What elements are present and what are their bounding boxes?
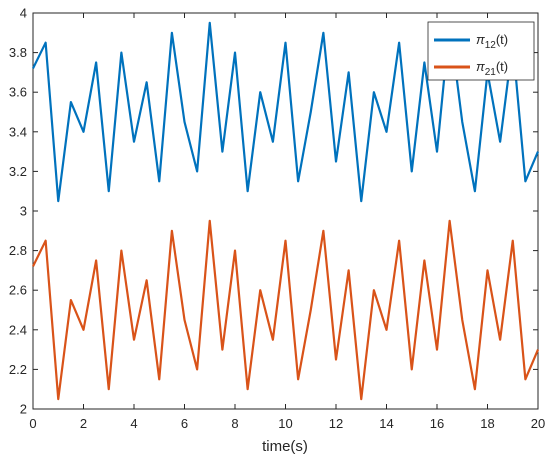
ticks-layer: 0 2 4 6 8 10 12 14 16 18 2022.22.42.62.833.23.43.6… [9,6,545,432]
y-tick-label: 2.8 [9,243,27,258]
y-tick-label: 3.2 [9,164,27,179]
y-tick-label: 3.4 [9,124,27,139]
x-tick-label: 4 [130,416,137,431]
y-tick-label: 2 [20,402,27,417]
x-tick-label: 16 [430,416,444,431]
x-tick-label: 2 [80,416,87,431]
x-tick-label: 8 [231,416,238,431]
x-axis-label: time(s) [262,438,308,455]
x-tick-label: 12 [329,416,343,431]
y-tick-label: 3 [20,204,27,219]
y-tick-label: 4 [20,6,27,21]
x-tick-label: 18 [480,416,494,431]
legend-items: π12(t) π21(t) [434,32,508,78]
y-tick-label: 2.2 [9,362,27,377]
series-line-2 [32,219,540,401]
y-tick-label: 3.6 [9,85,27,100]
legend-box [427,21,535,81]
y-tick-label: 2.6 [9,283,27,298]
x-tick-label: 20 [531,416,545,431]
x-tick-label: 0 [29,416,36,431]
x-tick-label: 14 [379,416,393,431]
legend: π12(t) π21(t) [427,21,535,81]
y-tick-label: 3.8 [9,45,27,60]
x-tick-label: 6 [181,416,188,431]
legend-label-2: π21(t) [476,59,508,78]
x-tick-label: 10 [278,416,292,431]
y-tick-label: 2.4 [9,322,27,337]
legend-label-1: π12(t) [476,32,508,51]
